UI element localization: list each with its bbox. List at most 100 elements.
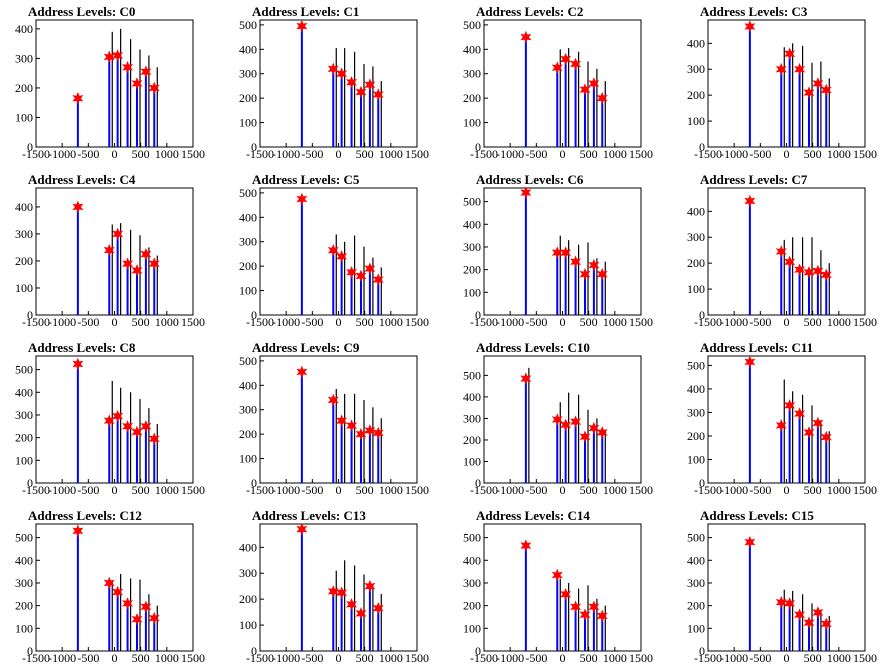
star-marker bbox=[579, 267, 591, 281]
y-tick-label: 500 bbox=[463, 531, 481, 545]
x-tick-label: 1500 bbox=[405, 147, 429, 161]
star-marker bbox=[775, 419, 787, 432]
x-tick-label: -1000 bbox=[496, 651, 524, 665]
star-marker bbox=[336, 67, 348, 81]
x-tick-label: 1500 bbox=[853, 651, 877, 665]
chart-panel-c0: Address Levels: C0 0 100 200 300 400 -1500 -100… bbox=[0, 0, 224, 168]
star-marker bbox=[775, 62, 787, 76]
x-tick-label: 500 bbox=[356, 147, 374, 161]
chart-plot: 0 100 200 300 400 -1500-1000 -500 0 500 1000 1500 bbox=[15, 19, 205, 161]
x-tick-label: 1500 bbox=[853, 147, 877, 161]
chart-title: Address Levels: C5 bbox=[252, 172, 360, 187]
y-tick-label: 100 bbox=[463, 285, 481, 299]
plot-frame bbox=[707, 19, 866, 148]
y-tick-label: 500 bbox=[15, 531, 33, 545]
star-marker bbox=[794, 608, 806, 622]
x-tick-label: 0 bbox=[336, 651, 342, 665]
x-tick-label: 0 bbox=[784, 315, 790, 329]
star-marker bbox=[148, 81, 160, 95]
x-tick-label: -1500 bbox=[22, 483, 50, 497]
y-tick-label: 500 bbox=[239, 354, 257, 368]
star-marker bbox=[794, 407, 806, 420]
y-tick-label: 500 bbox=[463, 368, 481, 382]
y-tick-label: 200 bbox=[15, 81, 33, 95]
star-marker bbox=[346, 75, 358, 89]
x-tick-label: 500 bbox=[132, 315, 150, 329]
x-tick-label: 1000 bbox=[155, 483, 179, 497]
y-tick-label: 400 bbox=[15, 22, 33, 36]
chart-panel-c7: Address Levels: C7 0 100 200 300 400 -1500 -100… bbox=[672, 168, 896, 336]
star-marker bbox=[355, 269, 367, 283]
star-marker bbox=[803, 265, 815, 279]
y-tick-label: 400 bbox=[463, 42, 481, 56]
plot-frame bbox=[483, 355, 642, 484]
y-tick-label: 100 bbox=[15, 621, 33, 635]
x-tick-label: 0 bbox=[560, 483, 566, 497]
y-tick-label: 500 bbox=[239, 186, 257, 200]
y-tick-label: 300 bbox=[239, 566, 257, 580]
x-tick-label: -500 bbox=[749, 147, 771, 161]
star-marker bbox=[72, 524, 84, 538]
x-tick-label: -1000 bbox=[272, 315, 300, 329]
x-tick-label: 1500 bbox=[181, 147, 205, 161]
x-tick-label: -500 bbox=[301, 147, 323, 161]
x-tick-label: 500 bbox=[132, 147, 150, 161]
chart-title: Address Levels: C3 bbox=[700, 4, 808, 19]
y-tick-label: 200 bbox=[687, 88, 705, 102]
star-marker bbox=[744, 355, 756, 369]
star-marker bbox=[112, 227, 124, 241]
x-tick-label: -1000 bbox=[720, 651, 748, 665]
x-tick-label: -500 bbox=[301, 315, 323, 329]
chart-panel-c11: Address Levels: C11 0 100 200 300 400 500 -1500… bbox=[672, 336, 896, 504]
star-marker bbox=[131, 612, 143, 626]
y-tick-label: 0 bbox=[475, 644, 481, 658]
chart-title: Address Levels: C2 bbox=[476, 4, 584, 19]
x-tick-label: -1500 bbox=[470, 315, 498, 329]
x-tick-label: 500 bbox=[356, 651, 374, 665]
y-tick-label: 0 bbox=[251, 140, 257, 154]
chart-panel-c8: Address Levels: C8 0 100 200 300 400 500 -1500-… bbox=[0, 336, 224, 504]
y-tick-label: 200 bbox=[687, 429, 705, 443]
chart-title: Address Levels: C14 bbox=[476, 508, 590, 523]
y-tick-label: 0 bbox=[27, 140, 33, 154]
chart-panel-c6: Address Levels: C6 0 100 200 300 400 500 -1500-… bbox=[448, 168, 672, 336]
star-marker bbox=[296, 522, 308, 536]
y-tick-label: 200 bbox=[687, 599, 705, 613]
plot-frame bbox=[483, 19, 642, 148]
star-marker bbox=[346, 265, 358, 279]
x-tick-label: 0 bbox=[336, 315, 342, 329]
star-marker bbox=[579, 83, 591, 96]
star-marker bbox=[140, 65, 152, 78]
star-marker bbox=[579, 430, 591, 444]
chart-plot: 0 100 200 300 400 -1500-1000 -500 0 500 1000 1500 bbox=[687, 187, 877, 329]
x-tick-label: -1500 bbox=[470, 483, 498, 497]
x-tick-label: 0 bbox=[784, 651, 790, 665]
y-tick-label: 0 bbox=[27, 644, 33, 658]
x-tick-label: 0 bbox=[112, 315, 118, 329]
x-tick-label: -1500 bbox=[694, 651, 722, 665]
chart-title: Address Levels: C4 bbox=[28, 172, 136, 187]
star-marker bbox=[364, 424, 376, 437]
chart-panel-c12: Address Levels: C12 0 100 200 300 400 500 -1500… bbox=[0, 504, 224, 672]
star-marker bbox=[140, 419, 152, 433]
y-tick-label: 400 bbox=[463, 553, 481, 567]
x-tick-label: -1000 bbox=[720, 147, 748, 161]
x-tick-label: -1500 bbox=[22, 147, 50, 161]
x-tick-label: -1500 bbox=[694, 147, 722, 161]
star-marker bbox=[803, 426, 815, 439]
chart-title: Address Levels: C7 bbox=[700, 172, 808, 187]
y-tick-label: 300 bbox=[463, 411, 481, 425]
star-marker bbox=[579, 608, 591, 622]
x-tick-label: -1000 bbox=[48, 147, 76, 161]
y-tick-label: 400 bbox=[239, 540, 257, 554]
chart-title: Address Levels: C0 bbox=[28, 4, 136, 19]
x-tick-label: 1000 bbox=[827, 147, 851, 161]
y-tick-label: 0 bbox=[251, 476, 257, 490]
y-tick-label: 300 bbox=[463, 67, 481, 81]
star-marker bbox=[784, 255, 796, 269]
y-tick-label: 400 bbox=[15, 385, 33, 399]
chart-plot: 0 100 200 300 400 500 -1500-1000 -500 0 500 1000 15… bbox=[463, 355, 653, 497]
star-marker bbox=[520, 372, 532, 385]
y-tick-label: 500 bbox=[463, 18, 481, 32]
star-marker bbox=[122, 419, 134, 433]
